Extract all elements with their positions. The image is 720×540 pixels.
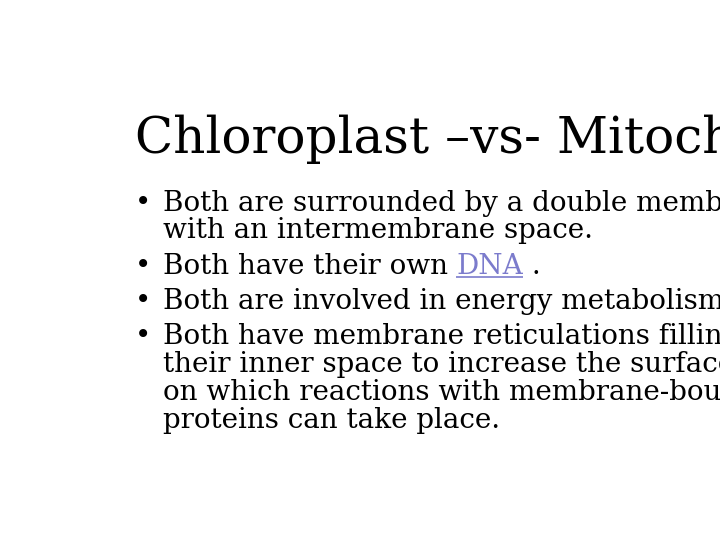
Text: Both are involved in energy metabolism.: Both are involved in energy metabolism. [163,288,720,315]
Text: .: . [523,253,541,280]
Text: •: • [135,323,151,350]
Text: their inner space to increase the surface area: their inner space to increase the surfac… [163,352,720,379]
Text: on which reactions with membrane-bound: on which reactions with membrane-bound [163,379,720,406]
Text: proteins can take place.: proteins can take place. [163,407,500,434]
Text: •: • [135,190,151,217]
Text: with an intermembrane space.: with an intermembrane space. [163,218,593,245]
Text: •: • [135,288,151,315]
Text: Both have their own: Both have their own [163,253,456,280]
Text: Both are surrounded by a double membrane: Both are surrounded by a double membrane [163,190,720,217]
Text: •: • [135,253,151,280]
Text: Chloroplast –vs- Mitochondria: Chloroplast –vs- Mitochondria [135,114,720,164]
Text: Both have membrane reticulations filling: Both have membrane reticulations filling [163,323,720,350]
Text: DNA: DNA [456,253,523,280]
